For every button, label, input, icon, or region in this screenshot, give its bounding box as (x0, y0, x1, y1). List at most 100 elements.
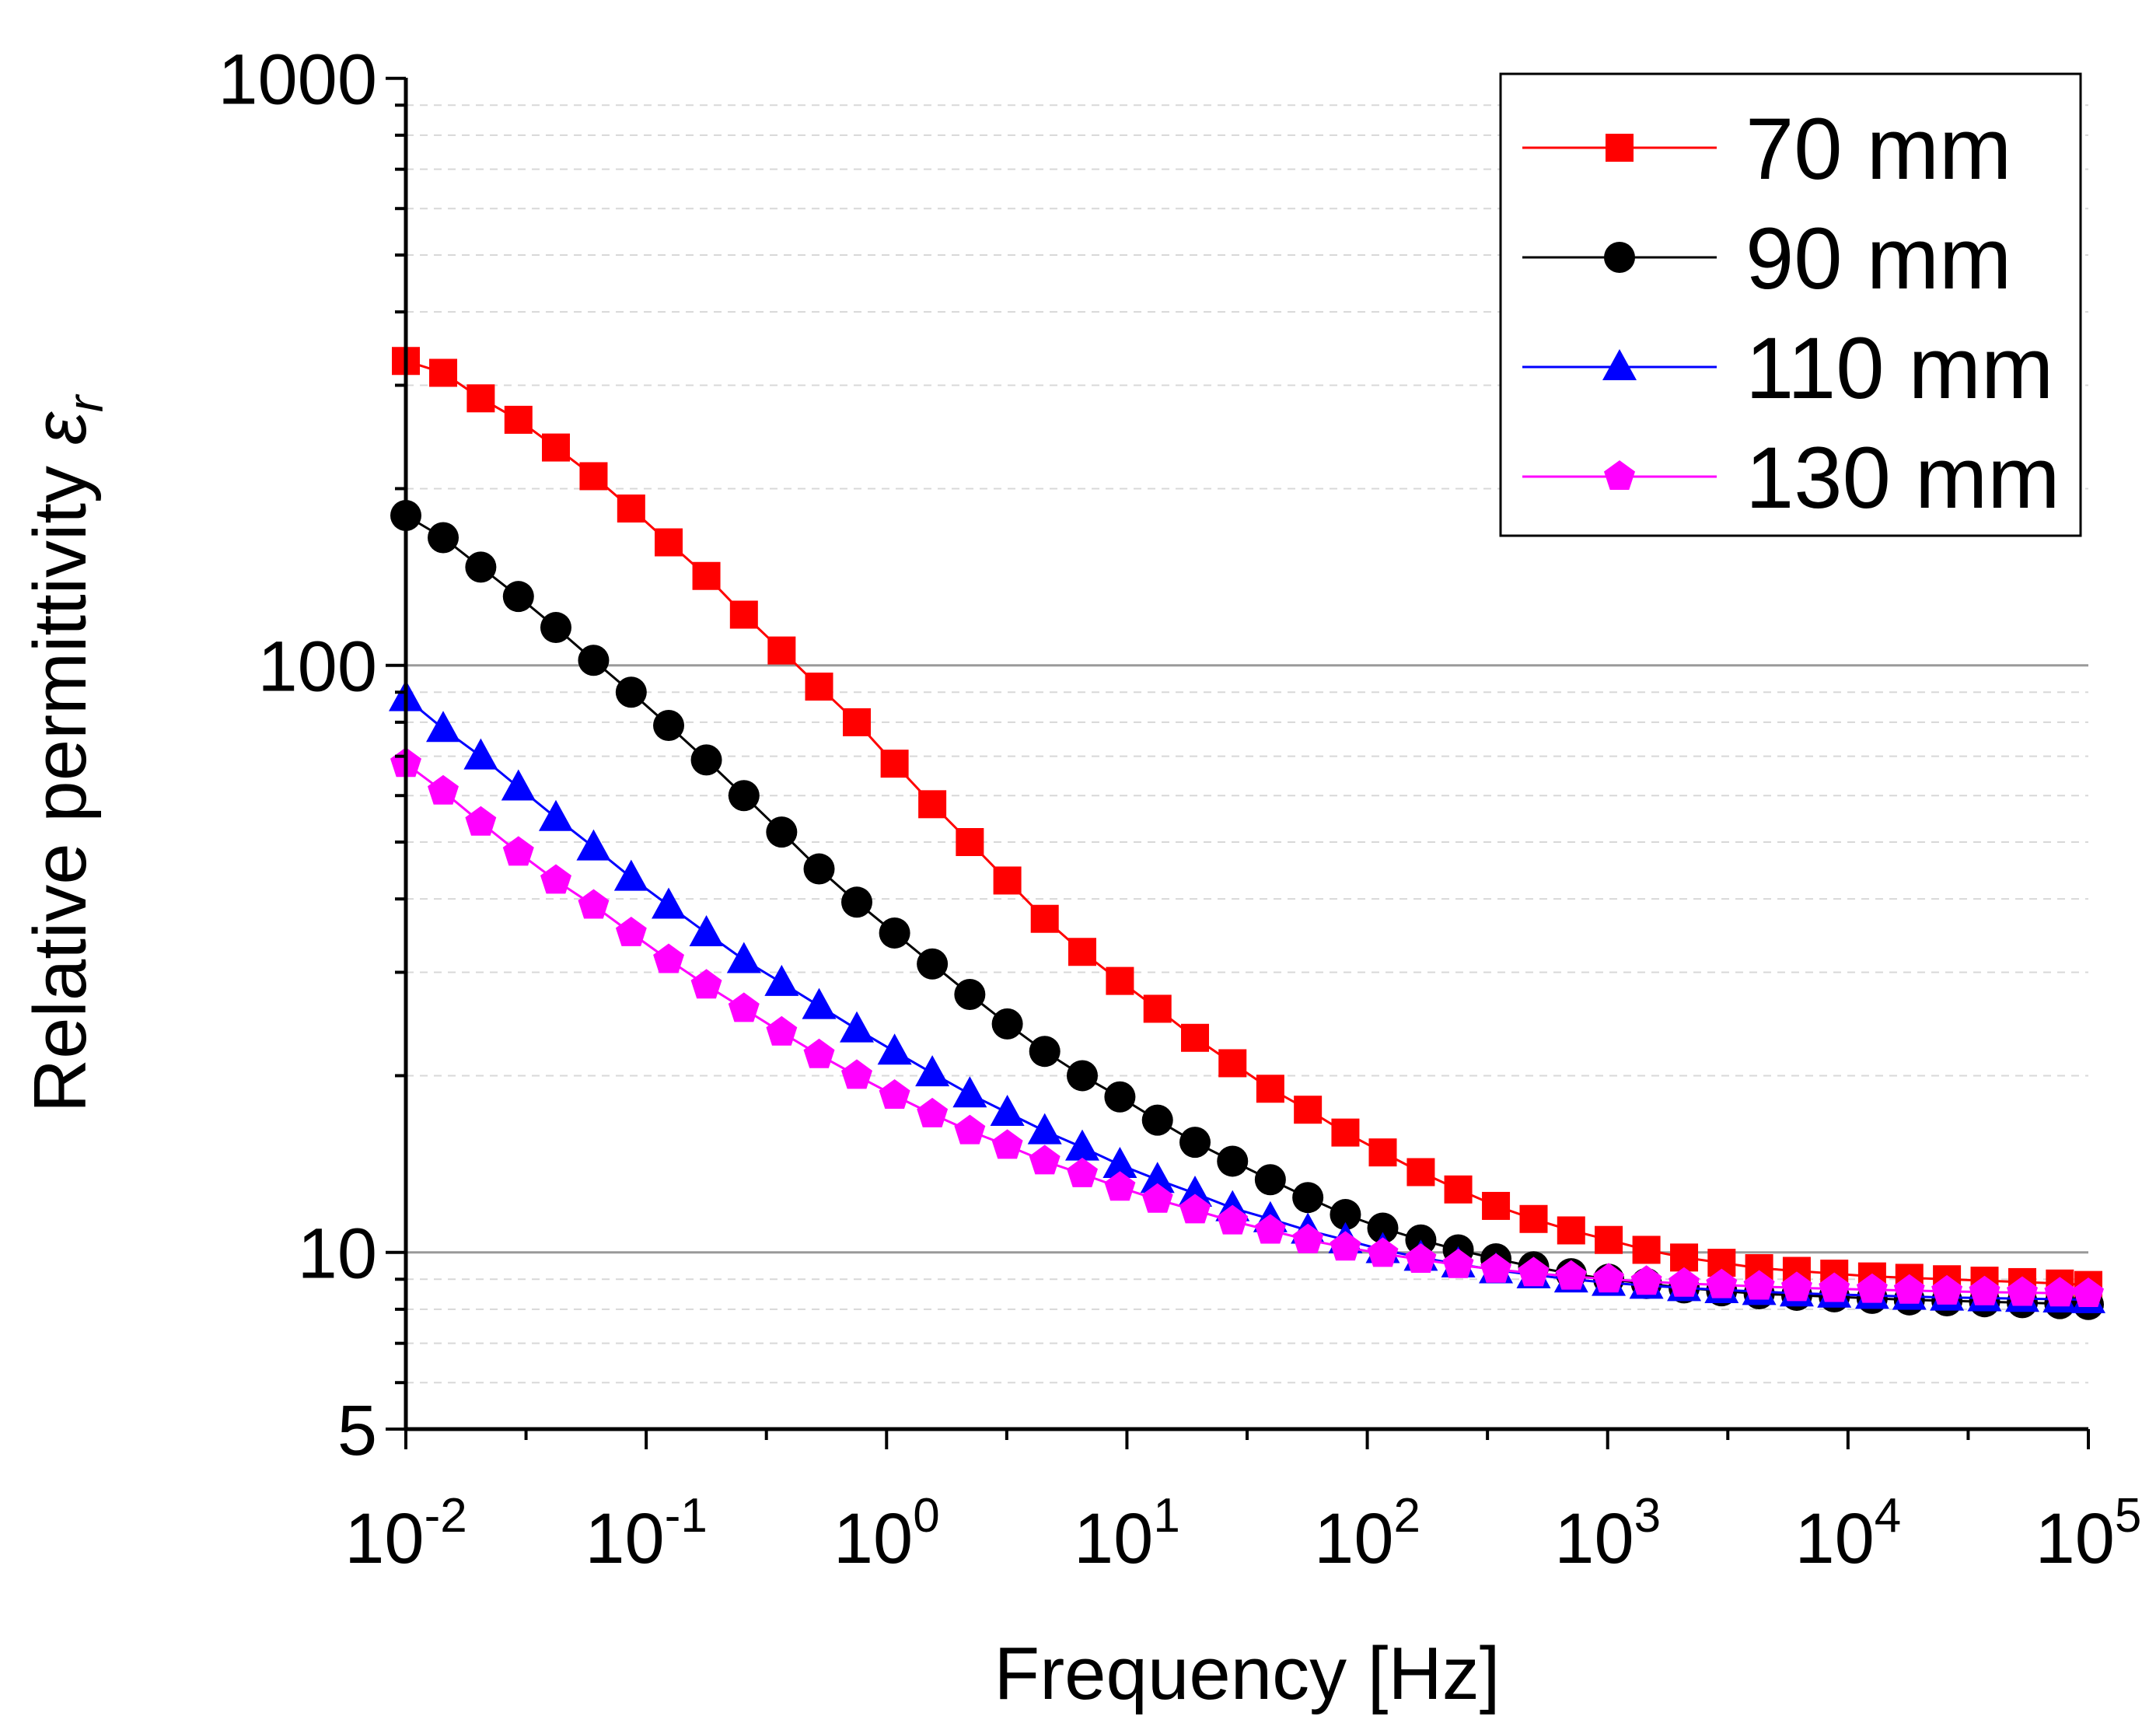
data-point-70-mm (1181, 1023, 1210, 1052)
y-axis-title-main: Relative permittivity (19, 445, 102, 1113)
data-point-70-mm (1218, 1049, 1247, 1078)
legend-marker-130-mm (1604, 460, 1635, 490)
data-point-110-mm (990, 1094, 1025, 1126)
data-point-130-mm (1743, 1270, 1775, 1300)
data-point-90-mm (540, 612, 571, 644)
data-point-90-mm (728, 780, 760, 812)
data-point-130-mm (465, 806, 497, 836)
data-point-130-mm (1893, 1274, 1925, 1304)
data-point-70-mm (1331, 1118, 1360, 1147)
data-point-110-mm (726, 942, 761, 973)
data-point-90-mm (766, 816, 798, 848)
data-point-70-mm (655, 528, 683, 557)
series-line-70-mm (405, 359, 2089, 1287)
data-point-110-mm (877, 1033, 912, 1065)
data-point-70-mm (504, 405, 533, 434)
data-point-130-mm (690, 969, 722, 999)
data-point-130-mm (841, 1059, 872, 1089)
data-point-70-mm (956, 828, 984, 856)
data-point-110-mm (463, 738, 498, 770)
data-point-130-mm (1969, 1275, 2001, 1305)
legend-marker-90-mm (1604, 242, 1635, 273)
data-point-90-mm (1292, 1182, 1324, 1214)
data-point-130-mm (803, 1038, 835, 1068)
data-point-110-mm (840, 1011, 875, 1043)
data-point-70-mm (541, 433, 570, 462)
data-point-130-mm (1555, 1260, 1587, 1290)
legend-marker-110-mm (1602, 349, 1637, 380)
data-point-130-mm (879, 1079, 910, 1109)
data-point-90-mm (653, 710, 685, 742)
data-point-110-mm (426, 711, 461, 743)
data-point-70-mm (1406, 1158, 1435, 1187)
data-point-110-mm (538, 799, 573, 831)
data-point-110-mm (1178, 1175, 1213, 1207)
data-series (389, 347, 2105, 1320)
data-point-130-mm (2007, 1276, 2038, 1306)
data-point-130-mm (991, 1129, 1023, 1159)
data-point-130-mm (766, 1015, 798, 1046)
data-point-130-mm (1330, 1231, 1361, 1261)
x-tick-label: 105 (2035, 1489, 2142, 1578)
data-point-110-mm (576, 829, 611, 861)
data-point-90-mm (917, 948, 949, 980)
x-tick-label-exponent: -1 (665, 1489, 708, 1543)
data-point-130-mm (1029, 1145, 1061, 1175)
data-point-70-mm (1030, 904, 1059, 933)
data-point-90-mm (1179, 1127, 1211, 1159)
data-point-70-mm (843, 708, 872, 736)
legend: 70 mm 90 mm 110 mm 130 mm (1499, 72, 2082, 537)
x-tick-label-base: 10 (344, 1499, 424, 1578)
legend-box (1499, 72, 2082, 537)
x-tick-label: 10-2 (344, 1489, 466, 1578)
data-point-70-mm (805, 673, 833, 701)
data-point-70-mm (918, 790, 947, 819)
data-point-70-mm (729, 600, 758, 629)
data-point-110-mm (764, 964, 799, 996)
data-point-110-mm (689, 914, 724, 946)
y-axis-title: Relative permittivity εr (19, 393, 114, 1113)
data-point-90-mm (803, 853, 835, 885)
x-tick-label: 103 (1554, 1489, 1661, 1578)
data-point-70-mm (1632, 1235, 1661, 1264)
data-point-130-mm (2073, 1277, 2104, 1307)
data-point-110-mm (1065, 1129, 1100, 1161)
data-point-70-mm (1368, 1138, 1397, 1167)
y-tick-label: 1000 (218, 40, 377, 120)
data-point-70-mm (1557, 1216, 1585, 1245)
x-tick-label-exponent: -2 (425, 1489, 467, 1543)
series-130-mm (390, 747, 2104, 1307)
x-tick-label: 101 (1074, 1489, 1180, 1578)
data-point-90-mm (879, 917, 910, 949)
data-point-130-mm (1442, 1248, 1474, 1278)
data-point-70-mm (993, 866, 1022, 895)
legend-label-110-mm: 110 mm (1745, 320, 2053, 417)
data-point-110-mm (1027, 1113, 1062, 1145)
data-point-90-mm (1029, 1036, 1061, 1068)
data-point-130-mm (1630, 1265, 1662, 1295)
data-point-130-mm (578, 889, 610, 919)
data-point-110-mm (652, 887, 687, 919)
data-point-90-mm (1330, 1199, 1361, 1231)
data-point-130-mm (1292, 1223, 1324, 1253)
data-point-110-mm (501, 769, 536, 801)
data-point-70-mm (617, 495, 645, 523)
data-point-90-mm (1067, 1060, 1099, 1092)
x-tick-label: 10-1 (585, 1489, 707, 1578)
data-point-70-mm (579, 462, 608, 491)
data-point-70-mm (1519, 1204, 1548, 1233)
legend-label-90-mm: 90 mm (1745, 210, 2011, 307)
x-tick-label-base: 10 (833, 1499, 913, 1578)
data-point-110-mm (613, 859, 648, 891)
data-point-70-mm (1294, 1096, 1323, 1124)
data-point-90-mm (1254, 1164, 1286, 1196)
y-axis-title-subscript: r (58, 393, 114, 412)
data-point-130-mm (1781, 1271, 1812, 1302)
x-tick-label-exponent: 4 (1875, 1489, 1901, 1543)
series-line-130-mm (405, 762, 2089, 1295)
y-tick-label: 5 (337, 1391, 377, 1470)
data-point-70-mm (880, 750, 909, 778)
x-tick-label-exponent: 1 (1153, 1489, 1179, 1543)
